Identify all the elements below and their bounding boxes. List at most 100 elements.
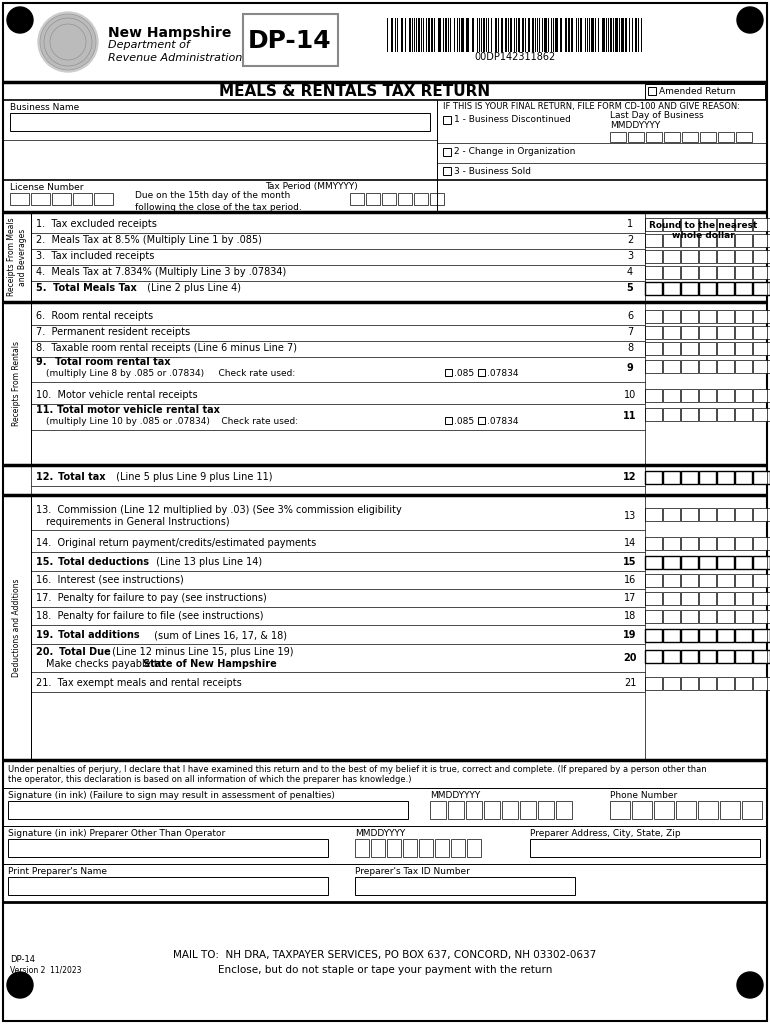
Bar xyxy=(753,282,770,295)
Text: Signature (in ink) (Failure to sign may result in assessment of penalties): Signature (in ink) (Failure to sign may … xyxy=(8,791,335,800)
Bar xyxy=(753,234,770,247)
Bar xyxy=(571,18,573,52)
Bar xyxy=(663,218,680,231)
Bar xyxy=(430,193,444,205)
Bar xyxy=(717,537,734,550)
Bar xyxy=(560,18,562,52)
Bar xyxy=(645,282,662,295)
Bar xyxy=(608,18,609,52)
Bar xyxy=(663,342,680,355)
Text: 20: 20 xyxy=(623,653,637,663)
Text: Under penalties of perjury, I declare that I have examined this return and to th: Under penalties of perjury, I declare th… xyxy=(8,766,707,774)
Text: Amended Return: Amended Return xyxy=(659,87,735,96)
Text: Due on the 15th day of the month: Due on the 15th day of the month xyxy=(135,191,290,201)
Bar xyxy=(663,677,680,690)
Bar xyxy=(510,18,512,52)
Bar xyxy=(645,650,662,663)
Bar xyxy=(717,310,734,323)
Bar xyxy=(681,574,698,587)
Bar xyxy=(431,18,433,52)
Text: MMDDYYYY: MMDDYYYY xyxy=(430,791,480,800)
Bar xyxy=(423,18,424,52)
Circle shape xyxy=(7,7,33,33)
Text: whole dollar: whole dollar xyxy=(671,231,735,241)
Text: 2 - Change in Organization: 2 - Change in Organization xyxy=(454,147,575,157)
Bar xyxy=(522,18,524,52)
Text: 1.  Tax excluded receipts: 1. Tax excluded receipts xyxy=(36,219,157,229)
Bar xyxy=(501,18,503,52)
Bar xyxy=(735,326,752,339)
Bar xyxy=(387,839,401,857)
Text: 13: 13 xyxy=(624,511,636,521)
Bar xyxy=(477,18,478,52)
Bar xyxy=(699,650,716,663)
Bar xyxy=(681,360,698,373)
Bar xyxy=(414,18,415,52)
Bar xyxy=(391,18,393,52)
Bar xyxy=(645,342,662,355)
Bar xyxy=(681,234,698,247)
Bar xyxy=(73,193,92,205)
Bar xyxy=(479,18,480,52)
Text: Total deductions: Total deductions xyxy=(58,557,149,567)
Bar xyxy=(717,342,734,355)
Bar xyxy=(735,360,752,373)
Bar xyxy=(717,508,734,521)
Bar xyxy=(753,266,770,279)
Text: Total motor vehicle rental tax: Total motor vehicle rental tax xyxy=(57,406,220,415)
Text: 9: 9 xyxy=(627,362,634,373)
Bar xyxy=(699,677,716,690)
Text: Print Preparer's Name: Print Preparer's Name xyxy=(8,866,107,876)
Bar xyxy=(382,193,396,205)
Text: 4: 4 xyxy=(627,267,633,278)
Text: 21.  Tax exempt meals and rental receipts: 21. Tax exempt meals and rental receipts xyxy=(36,678,242,688)
Bar xyxy=(448,18,449,52)
Text: Receipts From Rentals: Receipts From Rentals xyxy=(12,341,22,426)
Text: 6: 6 xyxy=(627,311,633,321)
Bar xyxy=(595,18,596,52)
Bar xyxy=(720,801,740,819)
Bar xyxy=(753,250,770,263)
Text: 18.  Penalty for failure to file (see instructions): 18. Penalty for failure to file (see ins… xyxy=(36,611,263,621)
Text: 6.  Room rental receipts: 6. Room rental receipts xyxy=(36,311,153,321)
Bar xyxy=(414,193,428,205)
Text: Tax Period (MMYYYY): Tax Period (MMYYYY) xyxy=(265,182,358,191)
Bar xyxy=(735,610,752,623)
Bar xyxy=(591,18,594,52)
Bar xyxy=(629,18,630,52)
Bar xyxy=(717,650,734,663)
Text: 2.  Meals Tax at 8.5% (Multiply Line 1 by .085): 2. Meals Tax at 8.5% (Multiply Line 1 by… xyxy=(36,234,262,245)
Bar xyxy=(753,677,770,690)
Bar xyxy=(426,18,427,52)
Bar xyxy=(681,610,698,623)
Bar xyxy=(585,18,586,52)
Text: requirements in General Instructions): requirements in General Instructions) xyxy=(46,517,229,527)
Bar xyxy=(681,282,698,295)
Bar xyxy=(699,574,716,587)
Bar xyxy=(681,537,698,550)
Bar xyxy=(699,266,716,279)
Bar xyxy=(457,18,458,52)
Bar xyxy=(753,360,770,373)
Bar xyxy=(10,113,430,131)
Text: .085: .085 xyxy=(454,370,474,379)
Text: following the close of the tax period.: following the close of the tax period. xyxy=(135,203,302,212)
Bar xyxy=(681,592,698,605)
Bar xyxy=(538,801,554,819)
Bar xyxy=(717,282,734,295)
Bar xyxy=(466,801,482,819)
Text: 20.: 20. xyxy=(36,647,60,657)
Bar xyxy=(699,471,716,484)
Text: 9.: 9. xyxy=(36,357,53,367)
Text: 8: 8 xyxy=(627,343,633,353)
Bar xyxy=(443,167,451,175)
Bar xyxy=(735,537,752,550)
Text: 21: 21 xyxy=(624,678,636,688)
Bar xyxy=(445,417,452,424)
Bar xyxy=(610,801,630,819)
Bar xyxy=(472,18,474,52)
Bar xyxy=(488,18,489,52)
Text: (Line 12 minus Line 15, plus Line 19): (Line 12 minus Line 15, plus Line 19) xyxy=(109,647,293,657)
Bar xyxy=(663,250,680,263)
Text: Total Meals Tax: Total Meals Tax xyxy=(53,283,137,293)
